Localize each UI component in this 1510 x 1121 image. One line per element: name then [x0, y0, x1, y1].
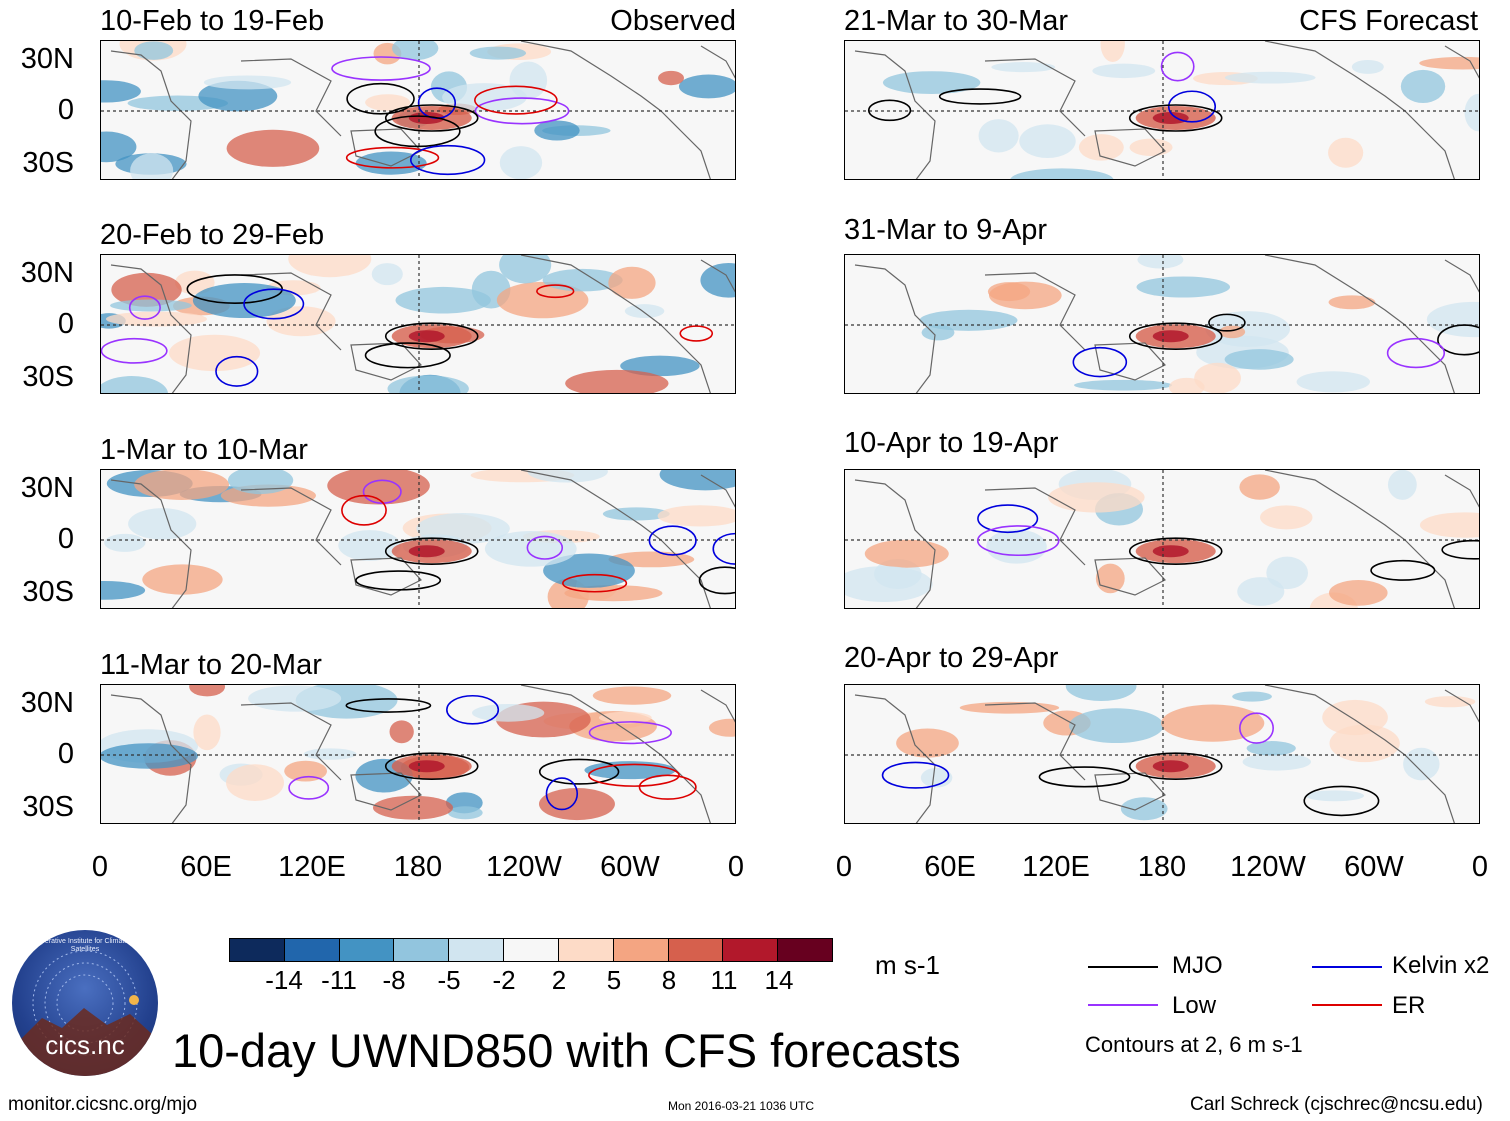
colorbar-swatch [667, 939, 723, 961]
colorbar-swatch [338, 939, 394, 961]
colorbar-swatch [393, 939, 449, 961]
map-canvas [101, 41, 735, 179]
lon-tick: 0 [1471, 851, 1489, 883]
colorbar-label: -5 [437, 965, 461, 995]
colorbar-swatch [230, 939, 284, 961]
colorbar-label: 5 [606, 965, 622, 995]
lat-tick: 0 [57, 523, 74, 555]
lat-tick: 30S [22, 576, 74, 608]
map-canvas [101, 470, 735, 608]
colorbar-swatch [557, 939, 613, 961]
lat-tick: 0 [57, 308, 74, 340]
panel-title-4: 11-Mar to 20-Mar [100, 649, 322, 681]
legend-line-mjo [1088, 966, 1158, 968]
panel-title-5: 21-Mar to 30-Mar [844, 5, 1069, 37]
legend-line-er [1312, 1004, 1382, 1006]
logo-text: cics.nc [45, 1030, 125, 1060]
lon-tick: 60E [924, 851, 976, 883]
legend-line-low [1088, 1004, 1158, 1006]
colorbar-swatch [777, 939, 832, 961]
panel-title-8: 20-Apr to 29-Apr [844, 642, 1059, 674]
footer-url[interactable]: monitor.cicsnc.org/mjo [8, 1094, 198, 1115]
lon-tick: 180 [393, 851, 443, 883]
lat-tick: 30N [20, 472, 74, 504]
colorbar-unit: m s-1 [875, 950, 940, 980]
lat-tick: 30N [20, 257, 74, 289]
colorbar-swatch [612, 939, 668, 961]
lon-tick: 120E [1022, 851, 1090, 883]
colorbar-swatch [503, 939, 558, 961]
colorbar-label: -8 [382, 965, 406, 995]
map-panel-7 [844, 469, 1480, 609]
legend-label-mjo: MJO [1172, 952, 1223, 979]
lat-tick: 30N [20, 43, 74, 75]
legend-label-er: ER [1392, 992, 1426, 1019]
cics-logo: Cooperative Institute for Climate and Sa… [12, 930, 158, 1076]
lon-tick: 60W [1344, 851, 1404, 883]
colorbar-label: -14 [265, 965, 303, 995]
map-panel-6 [844, 254, 1480, 394]
cfs-forecast-label: CFS Forecast [1299, 5, 1478, 37]
map-panel-1 [100, 40, 736, 180]
colorbar-label: 11 [710, 965, 738, 995]
colorbar-swatch [283, 939, 339, 961]
lon-tick: 120E [278, 851, 346, 883]
contour-note: Contours at 2, 6 m s-1 [1085, 1032, 1303, 1057]
lat-tick: 30S [22, 361, 74, 393]
legend-label-kelvin: Kelvin x2 [1392, 952, 1490, 979]
map-panel-4 [100, 684, 736, 824]
lat-tick: 30S [22, 147, 74, 179]
lon-tick: 60E [180, 851, 232, 883]
panel-title-7: 10-Apr to 19-Apr [844, 427, 1059, 459]
footer-author: Carl Schreck (cjschrec@ncsu.edu) [1190, 1094, 1483, 1115]
observed-label: Observed [610, 5, 736, 37]
map-panel-8 [844, 684, 1480, 824]
lon-tick: 120W [1230, 851, 1306, 883]
panel-title-1: 10-Feb to 19-Feb [100, 5, 325, 37]
map-canvas [101, 685, 735, 823]
lon-tick: 120W [486, 851, 562, 883]
lat-tick: 30S [22, 791, 74, 823]
legend-line-kelvin [1312, 966, 1382, 968]
page-title: 10-day UWND850 with CFS forecasts [172, 1024, 961, 1077]
map-canvas [845, 685, 1479, 823]
colorbar [229, 938, 833, 962]
panel-title-2: 20-Feb to 29-Feb [100, 219, 325, 251]
footer-timestamp: Mon 2016-03-21 1036 UTC [668, 1099, 815, 1113]
panel-title-3: 1-Mar to 10-Mar [100, 434, 308, 466]
colorbar-label: 8 [661, 965, 677, 995]
colorbar-label: -2 [492, 965, 516, 995]
map-canvas [845, 255, 1479, 393]
legend-label-low: Low [1172, 992, 1217, 1019]
colorbar-label: 14 [764, 965, 794, 995]
colorbar-label: 2 [551, 965, 567, 995]
colorbar-swatch [448, 939, 504, 961]
lat-tick: 0 [57, 94, 74, 126]
lat-tick: 0 [57, 738, 74, 770]
map-canvas [845, 470, 1479, 608]
colorbar-label: -11 [321, 965, 357, 995]
lon-tick: 180 [1137, 851, 1187, 883]
map-panel-5 [844, 40, 1480, 180]
logo-art [12, 950, 158, 1076]
colorbar-swatch [722, 939, 778, 961]
panel-title-6: 31-Mar to 9-Apr [844, 214, 1048, 246]
map-panel-3 [100, 469, 736, 609]
map-canvas [845, 41, 1479, 179]
lat-tick: 30N [20, 687, 74, 719]
logo-ring-text: Cooperative Institute for Climate and Sa… [28, 938, 142, 953]
lon-tick: 0 [727, 851, 745, 883]
lon-tick: 0 [835, 851, 853, 883]
map-canvas [101, 255, 735, 393]
lon-tick: 60W [600, 851, 660, 883]
lon-tick: 0 [91, 851, 109, 883]
map-panel-2 [100, 254, 736, 394]
